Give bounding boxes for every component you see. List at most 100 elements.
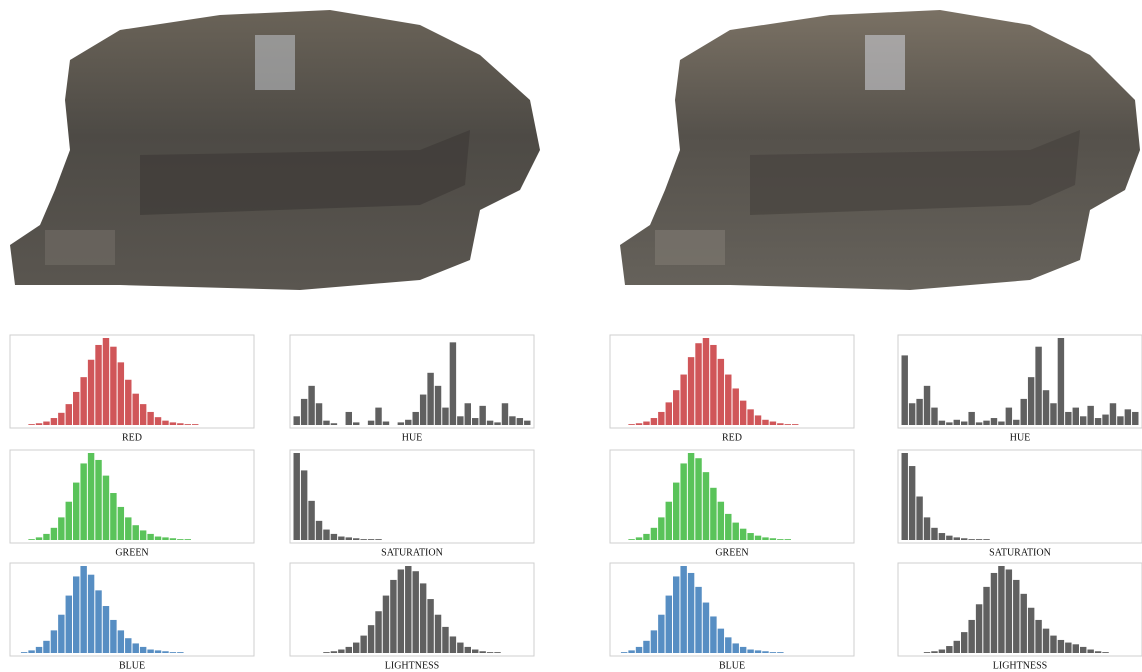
histogram-bar — [170, 652, 176, 653]
histogram-bar — [360, 539, 366, 540]
histogram-bar — [375, 408, 381, 425]
histogram-bar — [103, 606, 109, 653]
histogram-bar — [66, 502, 72, 540]
histogram-bar — [916, 497, 922, 541]
histogram-bar — [770, 652, 776, 653]
histogram-bar — [472, 418, 478, 425]
histogram-bar — [465, 403, 471, 425]
plot-frame — [610, 450, 854, 543]
histogram-bar — [465, 647, 471, 653]
histogram-bar — [353, 643, 359, 653]
histogram-bar — [494, 652, 500, 653]
histogram-bar — [636, 423, 642, 425]
histogram-bar — [961, 538, 967, 540]
histogram-bar — [73, 392, 79, 425]
histogram-bar — [1095, 418, 1101, 425]
histogram-bar — [946, 422, 952, 425]
histogram-bar — [740, 647, 746, 653]
histogram-bar — [103, 338, 109, 425]
histogram-bar — [375, 539, 381, 540]
histogram-bar — [1006, 569, 1012, 653]
histogram-bar — [733, 643, 739, 653]
histogram-bar — [80, 463, 86, 540]
histogram-bar — [1013, 580, 1019, 653]
histogram-bar — [368, 539, 374, 540]
histogram-bar — [118, 362, 124, 425]
histogram-bar — [954, 420, 960, 425]
histogram-bar — [457, 643, 463, 653]
histogram-bar — [413, 412, 419, 425]
histogram-bar — [43, 641, 49, 653]
histogram-bar — [487, 421, 493, 425]
histogram-bar — [95, 460, 101, 540]
histogram-bar — [924, 386, 930, 425]
histogram-bar — [118, 630, 124, 653]
histogram-bar — [785, 424, 791, 425]
histogram-bar — [636, 537, 642, 540]
histogram-bar — [323, 530, 329, 540]
histogram-bar — [66, 596, 72, 653]
histogram-bar — [636, 647, 642, 653]
histogram-bar — [338, 537, 344, 540]
histogram-bar — [125, 638, 131, 653]
histogram-bar — [435, 615, 441, 653]
histogram-bar — [331, 423, 337, 425]
histogram-bar — [1043, 390, 1049, 425]
histogram-bar — [1073, 644, 1079, 653]
histogram-bar — [338, 650, 344, 653]
histogram-bar — [1132, 412, 1138, 425]
histogram-bar — [316, 403, 322, 425]
histogram-bar — [1102, 415, 1108, 425]
histogram-bar — [155, 417, 161, 425]
histogram-bar — [673, 576, 679, 653]
histogram-bar — [51, 418, 57, 425]
histogram-bar — [118, 507, 124, 540]
histogram-bar — [1065, 412, 1071, 425]
histogram-bar — [375, 611, 381, 653]
histogram-bar — [103, 476, 109, 540]
histogram-bar — [88, 575, 94, 653]
photo-left — [10, 10, 540, 290]
histogram-bar — [1058, 640, 1064, 653]
histogram-bar — [643, 422, 649, 425]
histogram-bar — [770, 538, 776, 540]
histogram-bar — [331, 534, 337, 540]
histogram-bar — [398, 569, 404, 653]
histogram-bar — [747, 650, 753, 653]
histogram-bar — [643, 641, 649, 653]
histogram-bar — [435, 386, 441, 425]
histogram-bar — [308, 501, 314, 540]
histogram-bar — [924, 652, 930, 653]
histogram-bar — [747, 409, 753, 425]
histogram-bar — [88, 453, 94, 540]
plot-frame — [898, 563, 1142, 656]
histogram-bar — [457, 416, 463, 425]
histogram-bar — [733, 388, 739, 425]
histogram-bar — [954, 641, 960, 653]
histogram-bar — [710, 345, 716, 425]
histogram-bar — [688, 453, 694, 540]
histogram-bar — [155, 537, 161, 540]
histogram-bar — [954, 537, 960, 540]
histogram-bar — [621, 652, 627, 653]
histogram-bar — [939, 421, 945, 425]
histogram-bar — [51, 630, 57, 653]
histogram-bar — [658, 412, 664, 425]
histogram-bar — [95, 345, 101, 425]
histogram-bar — [740, 529, 746, 540]
histogram-bar — [36, 647, 42, 653]
histogram-bar — [73, 483, 79, 540]
histogram-bar — [762, 537, 768, 540]
histogram-label: BLUE — [719, 660, 745, 671]
histogram-bar — [294, 453, 300, 540]
histogram-bar — [346, 412, 352, 425]
histogram-bar — [450, 636, 456, 653]
histogram-bar — [1125, 409, 1131, 425]
histogram-bar — [162, 651, 168, 653]
histogram-bar — [1080, 416, 1086, 425]
histogram-bar — [946, 536, 952, 540]
histogram-bar — [924, 517, 930, 540]
histogram-bar — [718, 502, 724, 540]
histogram-label: SATURATION — [381, 547, 443, 558]
histogram-bar — [294, 416, 300, 425]
